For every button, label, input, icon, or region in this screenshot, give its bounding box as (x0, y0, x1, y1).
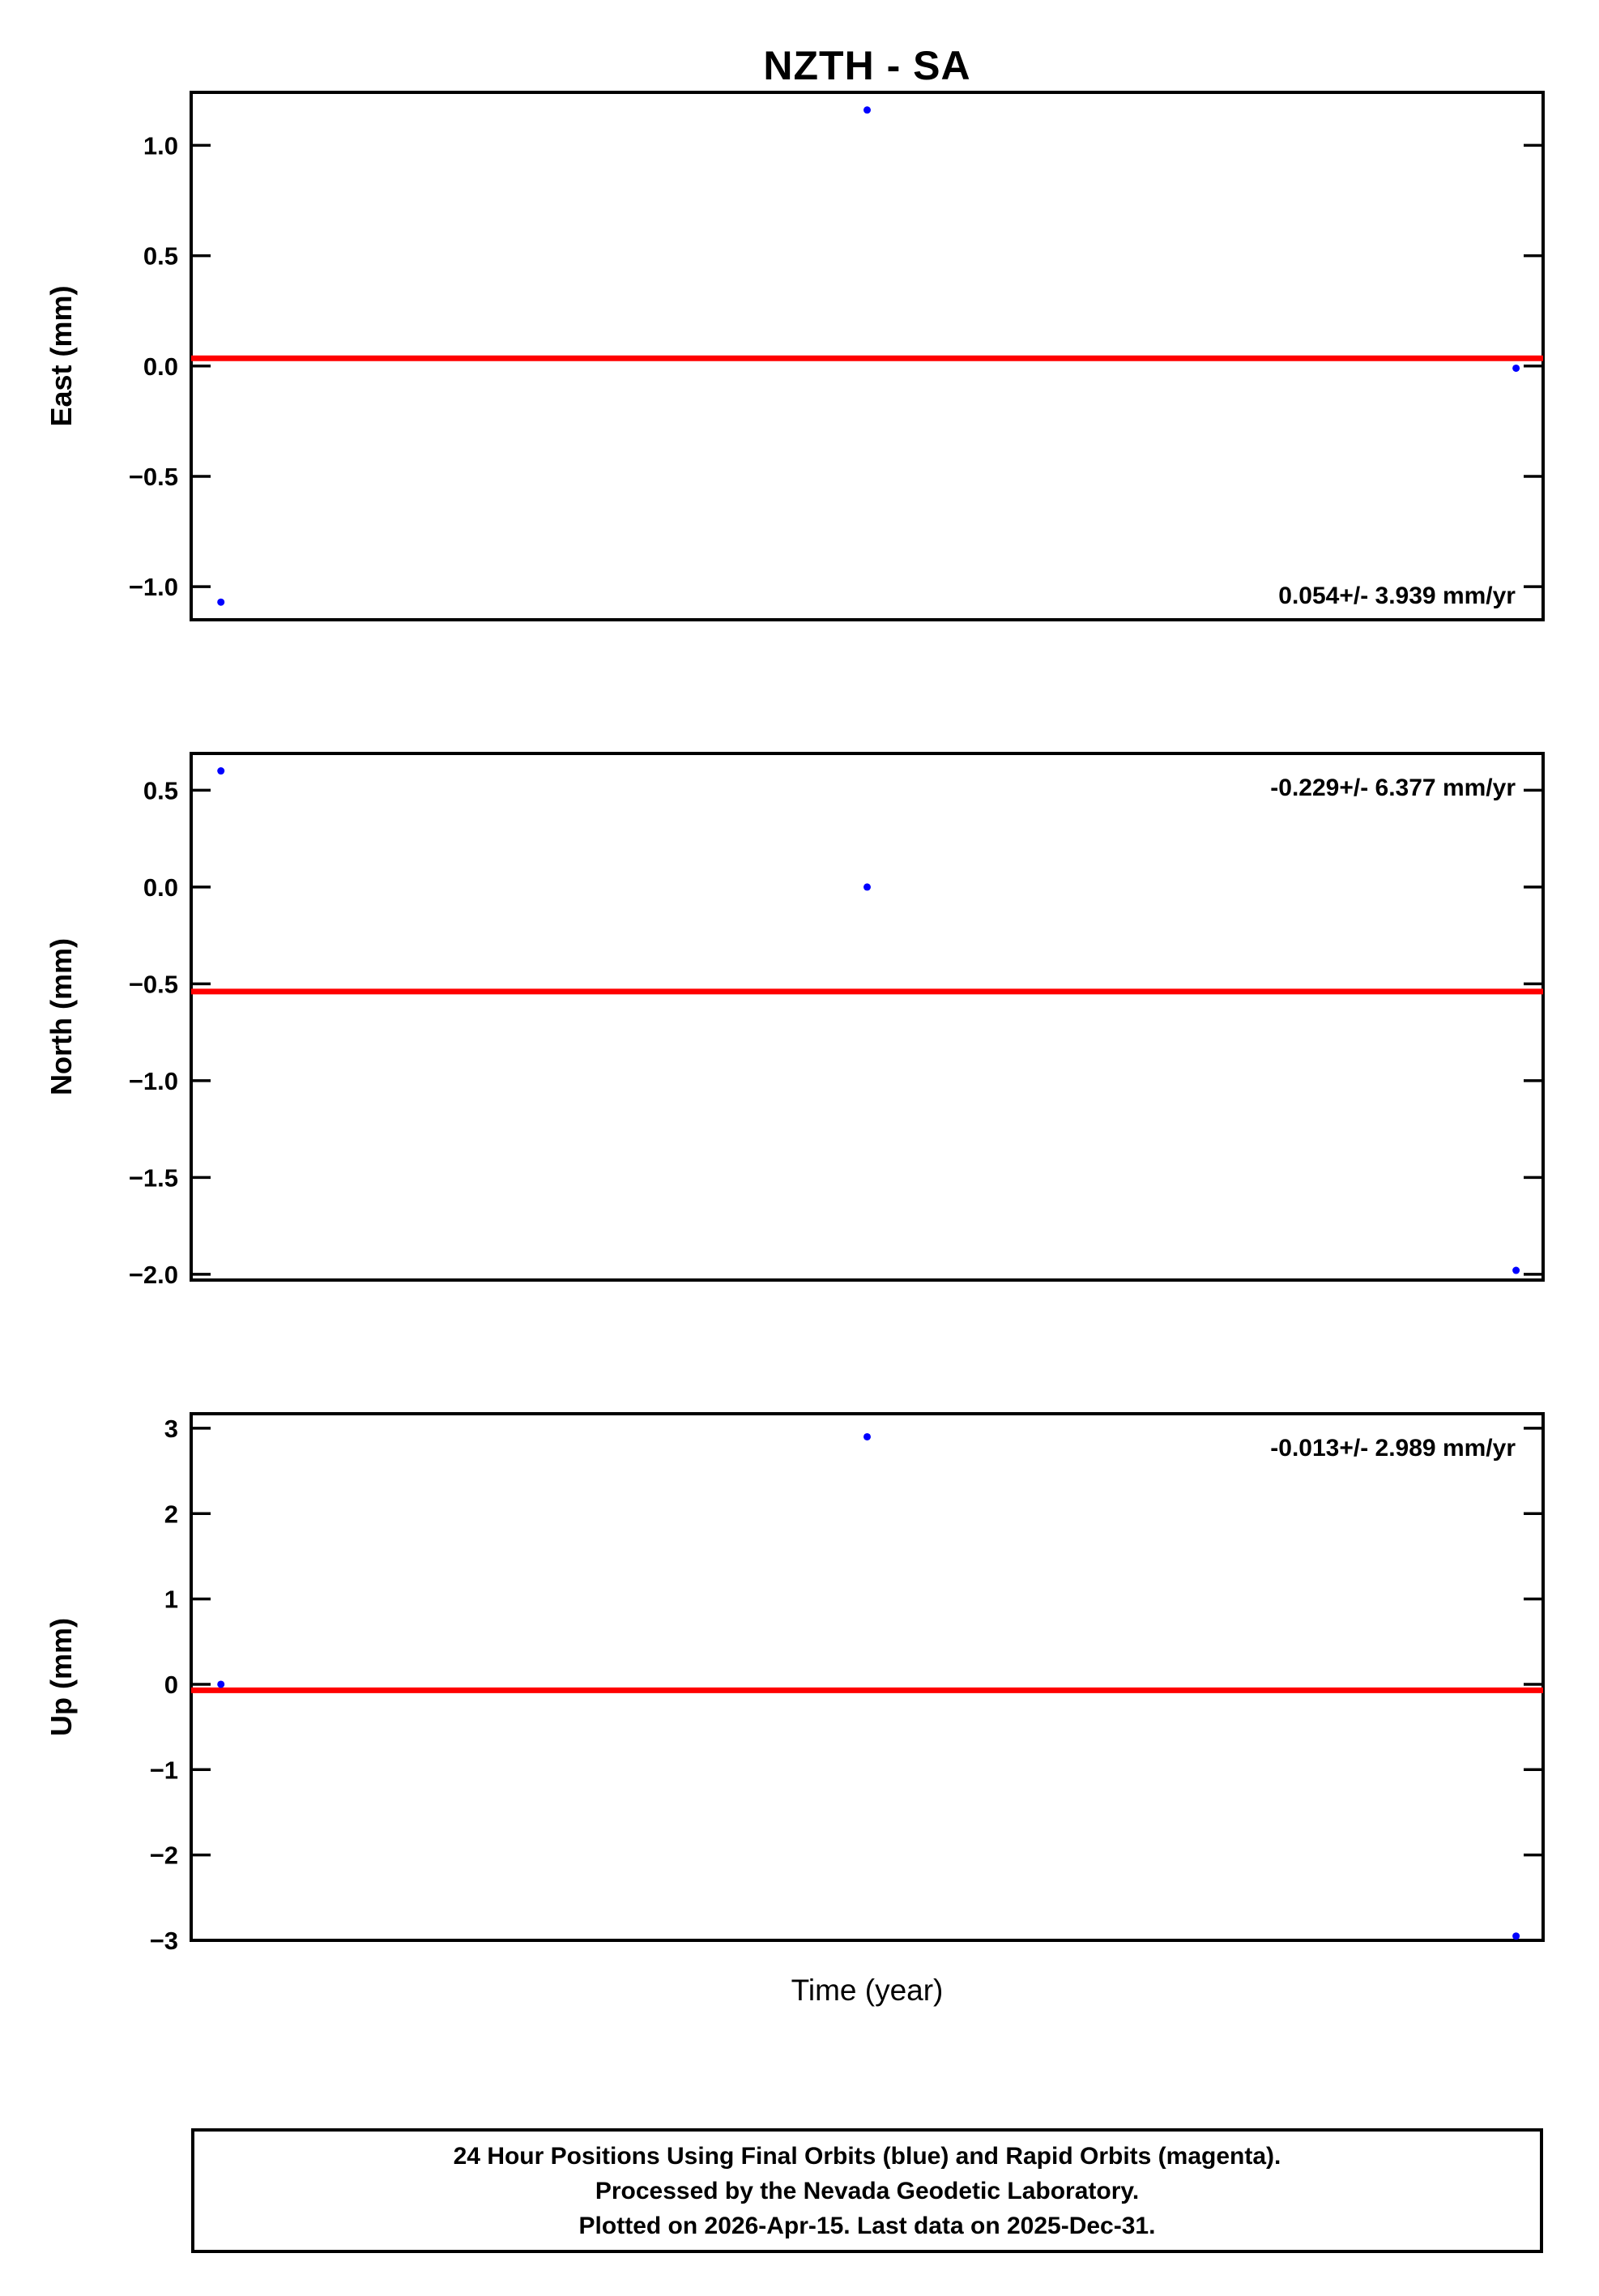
panel-up: 3 2 1 0 −1 −2 −3 Up (mm) -0.013+/- 2.989 mm/yr (45, 1412, 1545, 1955)
data-point (863, 1432, 871, 1440)
trend-annotation: -0.013+/- 2.989 mm/yr (1270, 1435, 1516, 1462)
y-tick-label: −3 (150, 1927, 178, 1955)
trend-annotation: 0.054+/- 3.939 mm/yr (1278, 583, 1516, 609)
data-point (217, 767, 225, 775)
panel-east: 1.0 0.5 0.0 −0.5 −1.0 East (mm) 0.054+/- 3.939… (45, 91, 1545, 621)
y-axis-label: East (mm) (45, 285, 78, 426)
footer-line-2: Processed by the Nevada Geodetic Laborat… (595, 2177, 1140, 2204)
data-point (863, 883, 871, 891)
panel-north: 0.5 0.0 −0.5 −1.0 −1.5 −2.0 North (mm) -0.229+/… (45, 752, 1545, 1289)
data-point (1512, 364, 1520, 372)
y-tick-label: 1.0 (143, 131, 178, 160)
y-tick-label: −1.5 (129, 1163, 178, 1192)
y-tick-label: 0.0 (143, 873, 178, 902)
y-tick-label: −0.5 (129, 970, 178, 998)
plot-box (190, 1412, 1545, 1942)
y-tick-label: 1 (164, 1585, 178, 1614)
data-point (217, 598, 225, 606)
footer-line-3: Plotted on 2026-Apr-15. Last data on 202… (578, 2212, 1156, 2239)
plot-box (190, 752, 1545, 1282)
x-axis-label: Time (year) (791, 1974, 944, 2007)
y-tick-label: −2 (150, 1841, 178, 1870)
data-point (1512, 1266, 1520, 1274)
y-tick-label: −1.0 (129, 573, 178, 601)
y-tick-label: −1 (150, 1756, 178, 1784)
y-tick-label: 0 (164, 1671, 178, 1699)
y-tick-label: 0.5 (143, 776, 178, 804)
y-tick-label: 0.5 (143, 242, 178, 271)
y-tick-label: −1.0 (129, 1067, 178, 1095)
y-axis-label: Up (mm) (45, 1618, 78, 1736)
data-point (217, 1680, 225, 1688)
y-tick-label: −2.0 (129, 1261, 178, 1289)
trend-annotation: -0.229+/- 6.377 mm/yr (1270, 775, 1516, 801)
y-tick-label: 3 (164, 1415, 178, 1443)
data-point (1512, 1932, 1520, 1940)
y-tick-label: 0.0 (143, 352, 178, 381)
y-tick-label: −0.5 (129, 463, 178, 491)
data-point (863, 106, 871, 114)
footer-note-box: 24 Hour Positions Using Final Orbits (bl… (191, 2128, 1543, 2253)
y-tick-label: 2 (164, 1500, 178, 1528)
footer-line-1: 24 Hour Positions Using Final Orbits (bl… (453, 2142, 1281, 2170)
page-title: NZTH - SA (763, 43, 971, 88)
y-axis-label: North (mm) (45, 938, 78, 1095)
